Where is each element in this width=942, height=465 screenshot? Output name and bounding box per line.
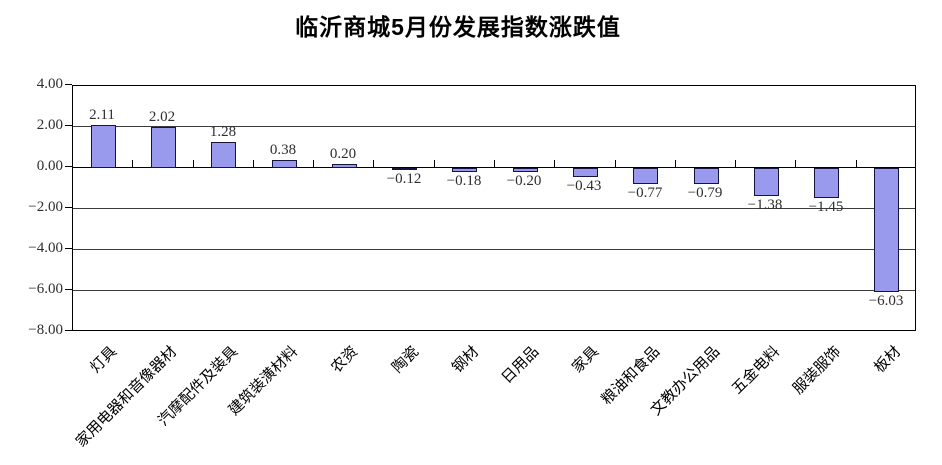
bar-2: [211, 142, 236, 168]
category-label: 家具: [568, 343, 603, 377]
bar-9: [633, 168, 658, 184]
y-axis-tick-label: 2.00: [36, 117, 63, 133]
y-axis-tick: [65, 125, 72, 126]
gridline: [73, 208, 915, 209]
x-axis-tick: [795, 160, 797, 167]
gridline: [73, 290, 915, 291]
bar-0: [91, 125, 116, 168]
category-label: 家用电器和音像器材: [72, 343, 181, 451]
category-label: 板材: [870, 343, 905, 377]
y-axis-tick-label: −4.00: [28, 240, 63, 256]
y-axis-tick-label: −8.00: [28, 322, 63, 338]
bar-value-label: −6.03: [868, 293, 904, 309]
plot-area: [72, 85, 916, 331]
bar-value-label: −1.38: [747, 197, 783, 213]
bar-7: [513, 168, 538, 172]
bar-value-label: −1.45: [808, 199, 844, 215]
x-axis-tick: [494, 160, 495, 167]
x-axis-tick: [735, 160, 737, 167]
y-axis-tick: [65, 289, 72, 290]
bar-10: [694, 168, 719, 184]
y-axis-tick-label: −2.00: [28, 199, 63, 215]
bar-value-label: 0.20: [329, 146, 357, 162]
bar-value-label: −0.20: [506, 173, 542, 189]
y-axis-tick-label: 0.00: [36, 158, 63, 174]
x-axis-tick: [614, 160, 616, 167]
x-axis-tick: [313, 160, 315, 167]
y-axis-tick: [65, 248, 72, 249]
bar-value-label: 0.38: [269, 142, 297, 158]
bar-11: [754, 168, 779, 196]
bar-value-label: 2.02: [148, 109, 176, 125]
y-axis-tick-label: 4.00: [36, 76, 63, 92]
bar-value-label: 1.28: [209, 124, 237, 140]
x-axis-tick: [554, 160, 556, 167]
bar-value-label: −0.18: [446, 173, 482, 189]
y-axis-tick: [65, 330, 72, 331]
bar-6: [452, 168, 477, 172]
bar-12: [814, 168, 839, 198]
category-label: 灯具: [86, 343, 121, 377]
x-axis-tick: [132, 160, 134, 167]
bar-3: [272, 160, 297, 168]
bar-1: [151, 127, 176, 168]
bar-value-label: −0.79: [687, 185, 723, 201]
category-label: 陶瓷: [388, 343, 423, 377]
category-label: 日用品: [498, 343, 543, 387]
bar-value-label: 2.11: [89, 107, 115, 123]
category-label: 服装服饰: [789, 343, 845, 398]
category-label: 钢材: [448, 343, 483, 377]
x-axis-tick: [674, 160, 676, 167]
bar-8: [573, 168, 598, 177]
y-axis-tick: [65, 207, 72, 208]
bar-value-label: −0.77: [627, 185, 663, 201]
x-axis-tick: [192, 160, 194, 167]
x-axis-tick: [373, 160, 375, 167]
y-axis-tick: [65, 84, 72, 85]
gridline: [73, 126, 915, 127]
bar-4: [332, 164, 357, 168]
bar-value-label: −0.12: [386, 171, 422, 187]
bar-13: [874, 168, 899, 292]
x-axis-tick: [433, 160, 435, 167]
bar-value-label: −0.43: [566, 178, 602, 194]
chart-title: 临沂商城5月份发展指数涨跌值: [295, 14, 621, 40]
gridline: [73, 167, 915, 168]
gridline: [73, 249, 915, 250]
x-axis-tick: [855, 160, 857, 167]
bar-5: [392, 168, 417, 170]
category-label: 五金电料: [728, 343, 784, 398]
category-label: 农资: [327, 343, 362, 377]
y-axis-tick-label: −6.00: [28, 281, 63, 297]
x-axis-tick: [252, 160, 254, 167]
y-axis-tick: [65, 166, 72, 167]
